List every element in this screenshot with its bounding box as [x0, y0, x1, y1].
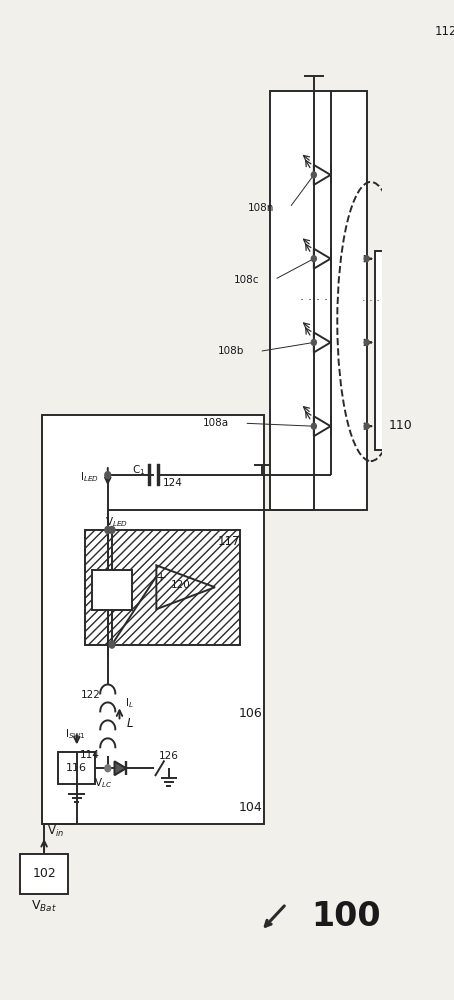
Text: 108a: 108a: [203, 418, 229, 428]
Text: 117: 117: [218, 535, 241, 548]
Circle shape: [109, 641, 115, 648]
Bar: [20, 854, 69, 894]
Text: I$_{SW1}$: I$_{SW1}$: [64, 727, 85, 741]
Text: 114: 114: [79, 750, 99, 760]
Bar: [59, 752, 95, 784]
Text: 108c: 108c: [234, 275, 259, 285]
Text: C$_{1}$: C$_{1}$: [132, 463, 145, 477]
Bar: [157, 464, 160, 486]
Text: V$_{in}$: V$_{in}$: [47, 824, 64, 839]
Text: · · · ·: · · · ·: [300, 294, 328, 307]
Bar: [270, 91, 367, 510]
Text: 102: 102: [32, 867, 56, 880]
Text: 126: 126: [159, 751, 179, 761]
Text: +: +: [155, 571, 166, 584]
Text: 116: 116: [66, 763, 87, 773]
Bar: [85, 530, 240, 645]
Circle shape: [311, 423, 316, 429]
Text: 118: 118: [101, 583, 123, 596]
Text: 100: 100: [311, 900, 381, 933]
Bar: [92, 570, 132, 610]
Text: 108n: 108n: [248, 203, 275, 213]
Circle shape: [364, 256, 369, 262]
Polygon shape: [114, 761, 126, 775]
Circle shape: [105, 526, 111, 533]
Text: 120: 120: [171, 580, 191, 590]
Text: 110: 110: [388, 419, 412, 432]
Text: I$_{LED}$: I$_{LED}$: [80, 470, 99, 484]
Circle shape: [311, 256, 316, 262]
Text: · · ·: · · ·: [362, 296, 380, 306]
Text: 104: 104: [239, 801, 263, 814]
Text: I$_{L}$: I$_{L}$: [125, 697, 134, 710]
Text: V$_{LED}$: V$_{LED}$: [104, 515, 128, 529]
Circle shape: [105, 765, 111, 772]
Bar: [42, 415, 264, 824]
Bar: [148, 464, 151, 486]
Bar: [375, 251, 425, 450]
Text: 108b: 108b: [218, 346, 244, 356]
Circle shape: [364, 423, 369, 429]
Circle shape: [311, 339, 316, 345]
Circle shape: [105, 472, 111, 479]
Circle shape: [311, 172, 316, 178]
Text: 106: 106: [239, 707, 263, 720]
Text: 124: 124: [163, 478, 182, 488]
Text: 122: 122: [81, 690, 101, 700]
Text: 112: 112: [435, 25, 454, 38]
Text: V$_{LC}$: V$_{LC}$: [94, 776, 113, 790]
Text: V$_{Bat}$: V$_{Bat}$: [31, 899, 57, 914]
Circle shape: [364, 339, 369, 345]
Circle shape: [109, 526, 115, 533]
Text: L: L: [126, 717, 133, 730]
